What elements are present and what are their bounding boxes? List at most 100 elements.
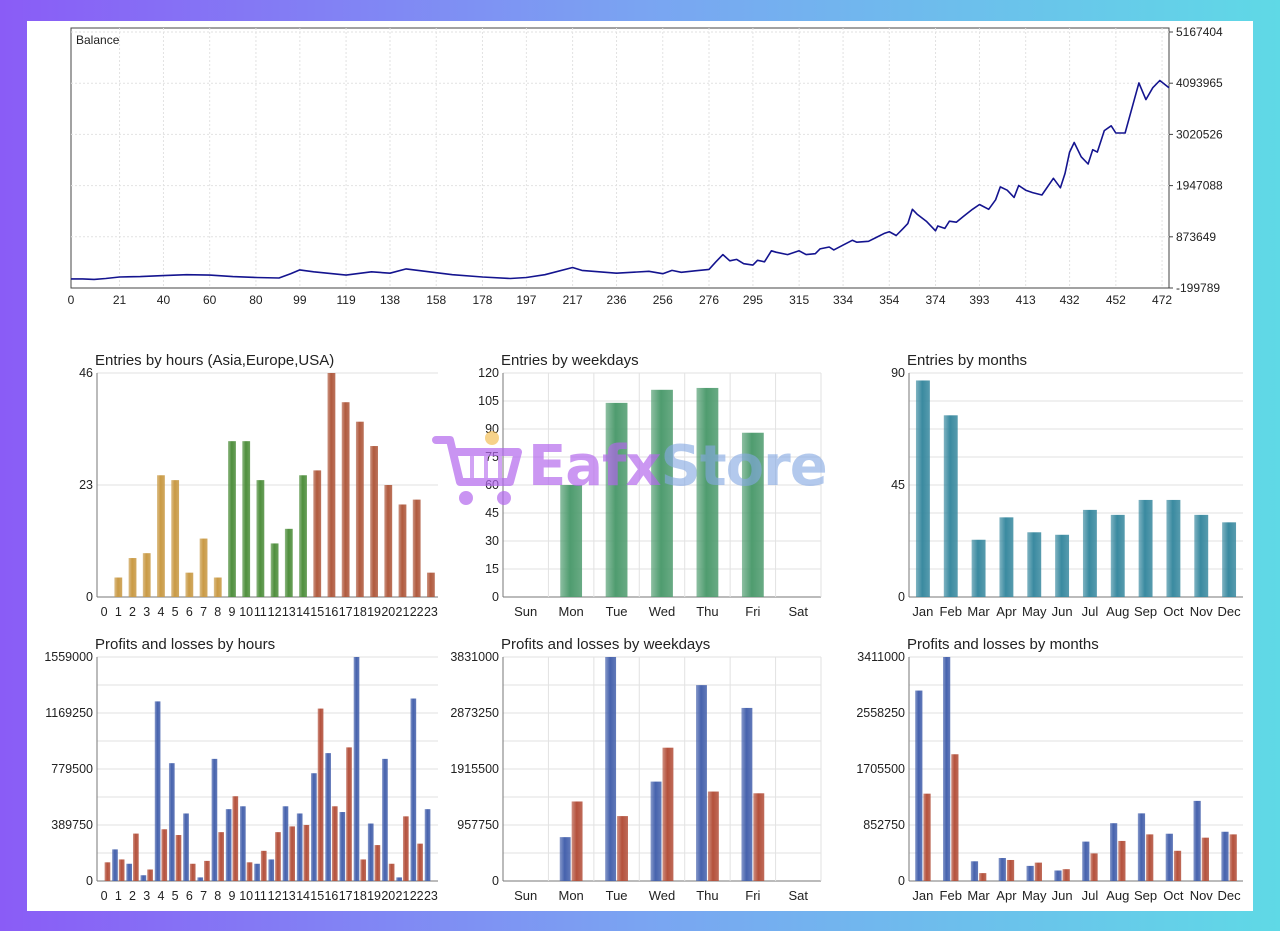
pl_hours-bar xyxy=(382,758,388,881)
pl_months-x-tick: Feb xyxy=(940,888,962,903)
pl_hours-bar xyxy=(275,832,281,881)
entries_weekdays-y-tick: 75 xyxy=(485,450,499,464)
balance-x-tick: 0 xyxy=(68,293,75,307)
entries_hours-bar xyxy=(284,528,293,597)
pl_hours-bar xyxy=(189,863,196,881)
entries_hours-bar xyxy=(313,470,322,597)
entries_hours-bar xyxy=(213,577,222,597)
balance-x-tick: 138 xyxy=(380,293,400,307)
entries_hours-x-tick: 18 xyxy=(353,605,367,619)
entries_hours-bar xyxy=(242,441,251,597)
pl_months-y-tick: 3411000 xyxy=(857,650,905,664)
entries_weekdays-x-tick: Thu xyxy=(696,604,718,619)
balance-x-tick: 276 xyxy=(699,293,719,307)
pl_hours-x-tick: 16 xyxy=(324,889,338,903)
pl_months-x-tick: May xyxy=(1022,888,1047,903)
pl_hours-bar xyxy=(374,845,381,881)
pl_months-x-tick: Jun xyxy=(1052,888,1073,903)
entries_hours-x-tick: 0 xyxy=(101,605,108,619)
balance-x-tick: 354 xyxy=(879,293,899,307)
entries_hours-x-tick: 22 xyxy=(410,605,424,619)
pl_hours-x-tick: 17 xyxy=(339,889,353,903)
pl_months-bar xyxy=(915,690,923,881)
entries_months-x-tick: Sep xyxy=(1134,604,1157,619)
pl_weekdays-y-tick: 1915500 xyxy=(450,762,499,776)
pl_hours-bar xyxy=(296,813,303,881)
entries_weekdays-bar xyxy=(696,387,719,597)
pl_weekdays-x-tick: Tue xyxy=(606,888,628,903)
pl_weekdays-bar xyxy=(571,801,583,881)
entries_hours-bar xyxy=(384,485,393,597)
pl_hours-y-tick: 779500 xyxy=(51,762,93,776)
pl_weekdays-bar xyxy=(696,685,707,881)
entries_weekdays-x-tick: Tue xyxy=(606,604,628,619)
pl_hours-x-tick: 22 xyxy=(410,889,424,903)
balance-x-tick: 60 xyxy=(203,293,217,307)
pl_months-x-tick: Oct xyxy=(1163,888,1184,903)
balance-y-tick: 1947088 xyxy=(1176,179,1223,193)
balance-x-tick: 217 xyxy=(563,293,583,307)
pl_weekdays-bar xyxy=(707,791,719,881)
balance-y-tick: 5167404 xyxy=(1176,25,1223,39)
pl_months-bar xyxy=(1006,859,1015,881)
balance-x-tick: 256 xyxy=(653,293,673,307)
entries_weekdays-bar xyxy=(560,485,583,597)
pl_months-x-tick: Nov xyxy=(1190,888,1214,903)
pl_hours-bar xyxy=(147,869,153,881)
pl_weekdays-y-tick: 2873250 xyxy=(450,706,499,720)
entries_months-title: Entries by months xyxy=(907,352,1027,369)
balance-x-tick: 432 xyxy=(1060,293,1080,307)
pl_hours-bar xyxy=(183,813,189,881)
entries_months-bar xyxy=(1166,499,1181,597)
pl_hours-y-tick: 0 xyxy=(86,874,93,888)
entries_months-x-tick: Mar xyxy=(967,604,990,619)
pl_months-x-tick: Dec xyxy=(1218,888,1242,903)
pl_months-x-tick: Aug xyxy=(1106,888,1129,903)
entries_months-x-tick: Jun xyxy=(1052,604,1073,619)
report-panel: 0 21 40 60 80 99 119 138 158 178 197 217 236 256 276 29… xyxy=(27,21,1253,911)
pl_weekdays-bar xyxy=(662,747,674,881)
entries_weekdays-y-tick: 105 xyxy=(478,394,499,408)
pl_months-x-tick: Mar xyxy=(967,888,990,903)
entries_hours-x-tick: 5 xyxy=(172,605,179,619)
balance-y-tick: 873649 xyxy=(1176,230,1216,244)
balance-x-tick: 80 xyxy=(249,293,263,307)
pl_hours-bar xyxy=(268,859,275,881)
pl_hours-x-tick: 6 xyxy=(186,889,193,903)
pl_hours-x-tick: 13 xyxy=(282,889,296,903)
pl_months-bar xyxy=(1173,850,1182,881)
entries_months-x-tick: Oct xyxy=(1163,604,1184,619)
entries_weekdays-x-tick: Fri xyxy=(745,604,760,619)
entries_months-x-tick: Apr xyxy=(996,604,1017,619)
entries_months-y-tick: 90 xyxy=(891,366,905,380)
entries_months-x-tick: Jul xyxy=(1082,604,1099,619)
pl_hours-bar xyxy=(396,877,402,881)
entries_hours-bar xyxy=(327,373,336,597)
pl_hours-x-tick: 21 xyxy=(396,889,410,903)
entries_hours-x-tick: 2 xyxy=(129,605,136,619)
pl_hours-bar xyxy=(311,773,317,881)
pl_weekdays-bar xyxy=(741,707,753,881)
pl_hours-bar xyxy=(126,863,133,881)
entries_hours-x-tick: 7 xyxy=(200,605,207,619)
entries_hours-x-tick: 3 xyxy=(143,605,150,619)
pl_hours-bar xyxy=(112,849,118,881)
entries_hours-x-tick: 10 xyxy=(239,605,253,619)
pl_months-x-tick: Jul xyxy=(1082,888,1099,903)
entries_months-bar xyxy=(915,380,930,597)
pl_hours-bar xyxy=(339,812,346,881)
entries_hours-x-tick: 12 xyxy=(268,605,282,619)
pl_hours-bar xyxy=(211,758,218,881)
pl_hours-bar xyxy=(402,816,409,881)
pl_hours-bar xyxy=(346,747,352,881)
pl_weekdays-title: Profits and losses by weekdays xyxy=(501,636,710,653)
balance-x-tick: 99 xyxy=(293,293,307,307)
pl_weekdays-x-tick: Mon xyxy=(558,888,583,903)
pl_hours-chart: Profits and losses by hours1559000116925… xyxy=(44,636,438,903)
balance-title: Balance xyxy=(76,33,120,47)
pl_hours-bar xyxy=(254,863,260,881)
pl_hours-bar xyxy=(260,850,267,881)
entries_hours-x-tick: 21 xyxy=(396,605,410,619)
pl_hours-bar xyxy=(388,863,395,881)
